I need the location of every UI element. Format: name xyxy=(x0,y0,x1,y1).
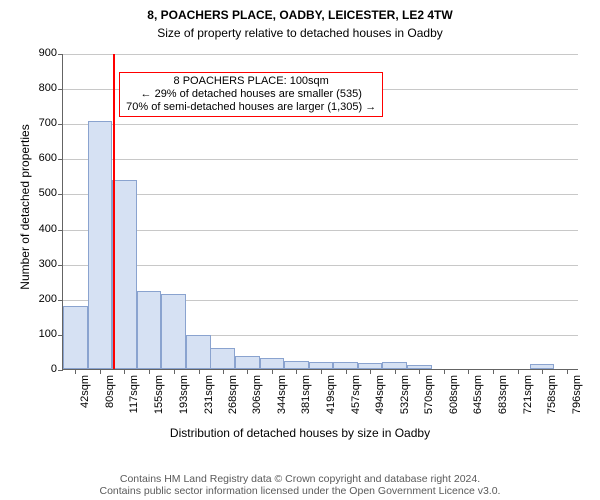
x-tick-mark xyxy=(100,369,101,374)
x-tick-mark xyxy=(567,369,568,374)
x-tick-mark xyxy=(419,369,420,374)
grid-line xyxy=(63,194,578,195)
y-tick-label: 200 xyxy=(39,293,63,305)
x-tick-mark xyxy=(296,369,297,374)
chart-subtitle: Size of property relative to detached ho… xyxy=(0,26,600,40)
histogram-bar xyxy=(284,361,309,369)
x-tick-mark xyxy=(124,369,125,374)
y-tick-label: 300 xyxy=(39,258,63,270)
footer-line-1: Contains HM Land Registry data © Crown c… xyxy=(0,473,600,486)
x-tick-label: 306sqm xyxy=(251,375,263,414)
grid-line xyxy=(63,159,578,160)
x-tick-mark xyxy=(199,369,200,374)
x-tick-label: 344sqm xyxy=(276,375,288,414)
y-tick-label: 100 xyxy=(39,328,63,340)
x-tick-mark xyxy=(468,369,469,374)
annotation-line-3: 70% of semi-detached houses are larger (… xyxy=(126,101,376,114)
plot-area: 010020030040050060070080090042sqm80sqm11… xyxy=(62,54,578,370)
x-tick-mark xyxy=(247,369,248,374)
histogram-bar xyxy=(161,294,186,369)
x-tick-mark xyxy=(370,369,371,374)
x-tick-mark xyxy=(174,369,175,374)
x-tick-mark xyxy=(395,369,396,374)
y-tick-label: 700 xyxy=(39,117,63,129)
chart-root: 8, POACHERS PLACE, OADBY, LEICESTER, LE2… xyxy=(0,0,600,500)
histogram-bar xyxy=(112,180,137,369)
histogram-bar xyxy=(63,306,88,369)
histogram-bar xyxy=(382,362,407,369)
histogram-bar xyxy=(137,291,162,369)
x-tick-label: 645sqm xyxy=(472,375,484,414)
x-tick-label: 570sqm xyxy=(423,375,435,414)
x-tick-mark xyxy=(518,369,519,374)
annotation-line-1: 8 POACHERS PLACE: 100sqm xyxy=(126,75,376,88)
grid-line xyxy=(63,54,578,55)
x-tick-mark xyxy=(346,369,347,374)
x-tick-label: 457sqm xyxy=(350,375,362,414)
x-tick-label: 231sqm xyxy=(203,375,215,414)
y-tick-label: 400 xyxy=(39,223,63,235)
grid-line xyxy=(63,230,578,231)
x-tick-label: 268sqm xyxy=(227,375,239,414)
x-tick-label: 381sqm xyxy=(300,375,312,414)
y-tick-label: 500 xyxy=(39,187,63,199)
x-tick-label: 608sqm xyxy=(448,375,460,414)
x-tick-mark xyxy=(223,369,224,374)
x-tick-label: 683sqm xyxy=(497,375,509,414)
x-tick-mark xyxy=(542,369,543,374)
y-axis-label: Number of detached properties xyxy=(18,107,32,307)
x-tick-label: 80sqm xyxy=(104,375,116,408)
histogram-bar xyxy=(88,121,113,369)
chart-footer: Contains HM Land Registry data © Crown c… xyxy=(0,473,600,500)
x-tick-label: 155sqm xyxy=(153,375,165,414)
histogram-bar xyxy=(260,358,285,369)
x-tick-label: 721sqm xyxy=(522,375,534,414)
x-tick-label: 193sqm xyxy=(178,375,190,414)
grid-line xyxy=(63,265,578,266)
x-tick-mark xyxy=(149,369,150,374)
x-tick-mark xyxy=(75,369,76,374)
x-tick-mark xyxy=(444,369,445,374)
histogram-bar xyxy=(210,348,235,369)
x-tick-label: 796sqm xyxy=(571,375,583,414)
chart-title: 8, POACHERS PLACE, OADBY, LEICESTER, LE2… xyxy=(0,8,600,22)
y-tick-label: 0 xyxy=(51,363,63,375)
footer-line-2: Contains public sector information licen… xyxy=(0,485,600,498)
x-tick-mark xyxy=(493,369,494,374)
y-tick-label: 900 xyxy=(39,47,63,59)
histogram-bar xyxy=(186,335,211,369)
x-tick-label: 42sqm xyxy=(79,375,91,408)
annotation-line-2: ← 29% of detached houses are smaller (53… xyxy=(126,88,376,101)
x-tick-label: 758sqm xyxy=(546,375,558,414)
x-tick-mark xyxy=(272,369,273,374)
x-tick-label: 117sqm xyxy=(128,375,140,413)
marker-line xyxy=(113,54,115,369)
grid-line xyxy=(63,124,578,125)
x-tick-label: 494sqm xyxy=(374,375,386,414)
y-tick-label: 800 xyxy=(39,82,63,94)
histogram-bar xyxy=(235,356,260,369)
x-tick-label: 532sqm xyxy=(399,375,411,414)
histogram-bar xyxy=(333,362,358,369)
annotation-box: 8 POACHERS PLACE: 100sqm← 29% of detache… xyxy=(119,72,383,118)
x-tick-label: 419sqm xyxy=(325,375,337,414)
x-axis-label: Distribution of detached houses by size … xyxy=(0,426,600,440)
histogram-bar xyxy=(309,362,334,369)
x-tick-mark xyxy=(321,369,322,374)
y-tick-label: 600 xyxy=(39,152,63,164)
